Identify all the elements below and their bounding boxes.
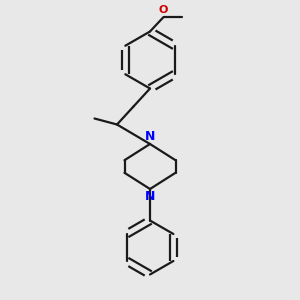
Text: N: N	[145, 130, 155, 142]
Text: N: N	[145, 190, 155, 203]
Text: O: O	[159, 5, 168, 15]
